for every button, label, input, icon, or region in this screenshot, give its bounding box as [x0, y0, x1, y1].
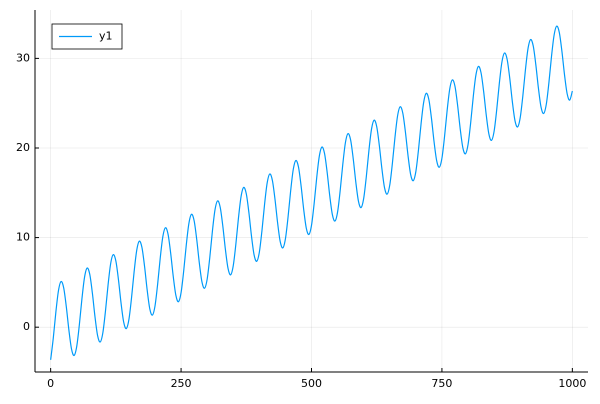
y-tick-label: 30 [16, 51, 30, 64]
x-tick-label: 500 [301, 377, 322, 390]
y-tick-label: 20 [16, 141, 30, 154]
x-tick-label: 250 [171, 377, 192, 390]
x-tick-label: 1000 [558, 377, 586, 390]
series-line [50, 25, 573, 360]
x-tick-label: 0 [47, 377, 54, 390]
y-tick-label: 10 [16, 231, 30, 244]
legend-label: y1 [99, 30, 113, 43]
x-tick-label: 750 [431, 377, 452, 390]
y-tick-label: 0 [23, 320, 30, 333]
